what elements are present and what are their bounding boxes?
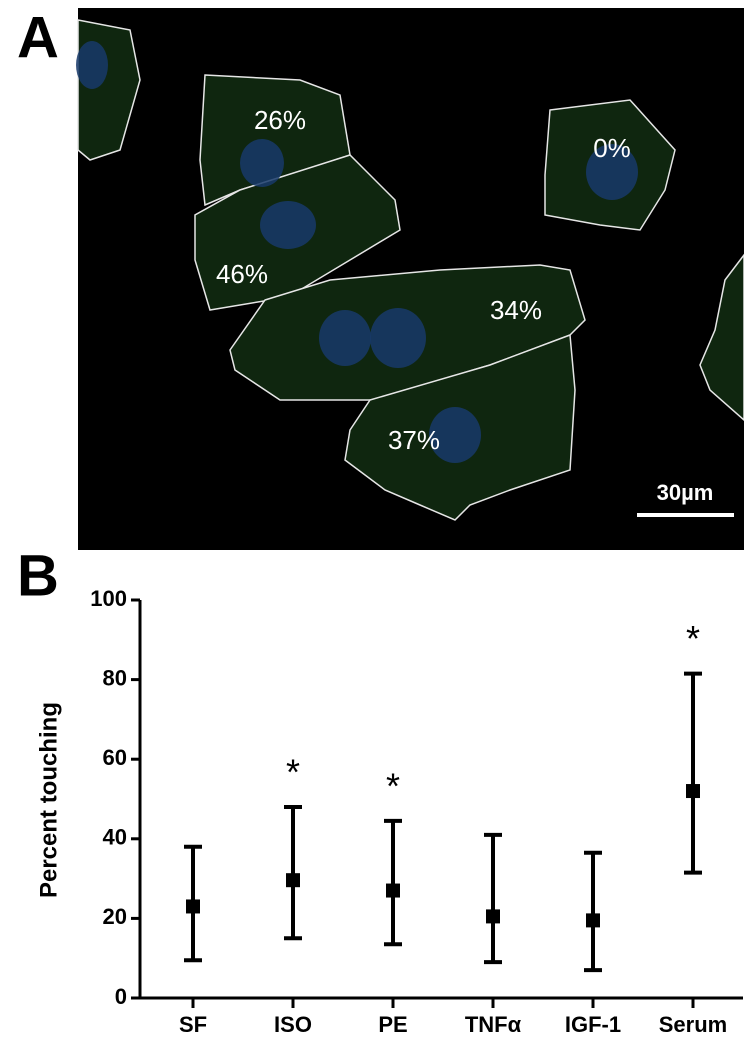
nucleus bbox=[429, 407, 481, 463]
scale-bar-label: 30µm bbox=[657, 480, 714, 505]
y-tick-label: 20 bbox=[103, 904, 127, 929]
annotation: 46% bbox=[216, 259, 268, 289]
x-tick-label: Serum bbox=[659, 1012, 727, 1037]
y-tick-label: 40 bbox=[103, 825, 127, 850]
mean-marker bbox=[586, 913, 600, 928]
panel-label: B bbox=[17, 543, 59, 608]
y-tick-label: 60 bbox=[103, 745, 127, 770]
annotation: 34% bbox=[490, 295, 542, 325]
y-tick-label: 100 bbox=[90, 586, 127, 611]
mean-marker bbox=[186, 899, 200, 914]
mean-marker bbox=[686, 784, 700, 799]
plot: 0 20 40 60 80 100 SF ISO * PE * TNFα IGF-1 Serum * bbox=[90, 586, 743, 1037]
nucleus bbox=[319, 310, 371, 366]
mean-marker bbox=[286, 873, 300, 888]
significance-marker: * bbox=[386, 765, 400, 806]
x-tick-label: IGF-1 bbox=[565, 1012, 621, 1037]
nucleus bbox=[260, 201, 316, 249]
significance-marker: * bbox=[686, 618, 700, 659]
annotation: 26% bbox=[254, 105, 306, 135]
nucleus bbox=[586, 144, 638, 200]
x-tick-label: TNFα bbox=[465, 1012, 522, 1037]
annotation: 37% bbox=[388, 425, 440, 455]
y-tick-label: 80 bbox=[103, 665, 127, 690]
cell bbox=[699, 253, 744, 422]
x-tick-label: PE bbox=[378, 1012, 407, 1037]
panel-label: A bbox=[17, 5, 59, 70]
significance-marker: * bbox=[286, 751, 300, 792]
nucleus bbox=[370, 308, 426, 368]
nucleus bbox=[240, 139, 284, 187]
y-tick-label: 0 bbox=[115, 984, 127, 1009]
y-axis-title: Percent touching bbox=[35, 702, 62, 898]
mean-marker bbox=[486, 909, 500, 924]
annotation: 0% bbox=[593, 133, 631, 163]
mean-marker bbox=[386, 883, 400, 898]
x-tick-label: ISO bbox=[274, 1012, 312, 1037]
x-tick-label: SF bbox=[179, 1012, 207, 1037]
nucleus bbox=[76, 41, 108, 89]
micrograph: 26% 0% 46% 34% 37% 30µm bbox=[76, 8, 744, 550]
